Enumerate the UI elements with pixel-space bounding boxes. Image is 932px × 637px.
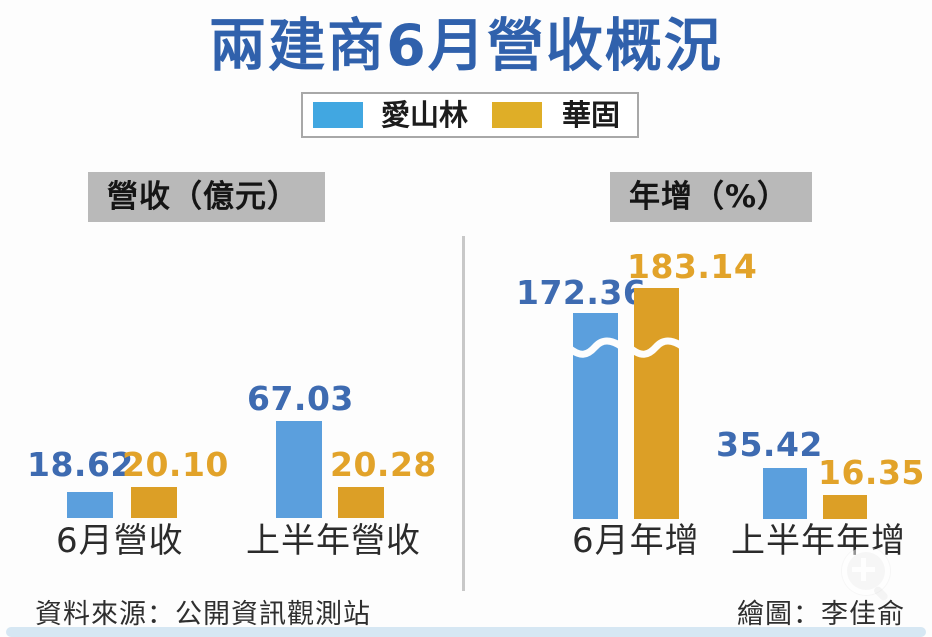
value-label-h1-yoy-aishanlin: 35.42 (716, 425, 823, 464)
bar-h1-revenue-huaku (338, 487, 384, 518)
legend: 愛山林 華固 (301, 92, 639, 138)
legend-swatch-aishanlin (313, 102, 363, 128)
category-label-june-yoy: 6月年增 (572, 521, 700, 561)
page-title: 兩建商6月營收概況 (209, 13, 723, 79)
axis-break-wave-icon (571, 337, 620, 358)
bar-june-revenue-aishanlin (67, 492, 113, 518)
value-label-june-yoy-huaku: 183.14 (627, 247, 758, 286)
bar-june-yoy-huaku (634, 288, 679, 519)
bar-h1-yoy-huaku (823, 495, 867, 519)
bar-june-revenue-huaku (131, 487, 177, 518)
bar-h1-yoy-aishanlin (763, 468, 807, 519)
magnifier-watermark-icon (840, 547, 896, 603)
value-label-h1-yoy-huaku: 16.35 (818, 453, 925, 492)
axis-break-wave-icon (632, 337, 681, 358)
section-divider (462, 236, 465, 591)
value-label-june-revenue-aishanlin: 18.62 (27, 445, 134, 484)
legend-swatch-huaku (492, 102, 543, 128)
value-label-h1-revenue-huaku: 20.28 (330, 445, 437, 484)
legend-label-aishanlin: 愛山林 (381, 97, 469, 132)
value-label-june-revenue-huaku: 20.10 (122, 445, 229, 484)
category-label-june-revenue: 6月營收 (56, 521, 184, 561)
section-header-yoy-growth: 年增（%） (610, 172, 812, 222)
legend-label-huaku: 華固 (562, 97, 621, 132)
illustrator-credit: 繪圖：李佳俞 (737, 599, 905, 630)
section-header-revenue: 營收（億元） (88, 172, 325, 222)
value-label-june-yoy-aishanlin: 172.36 (516, 273, 647, 312)
bottom-edge-strip (6, 627, 926, 637)
category-label-h1-revenue: 上半年營收 (246, 521, 421, 561)
bar-h1-revenue-aishanlin (276, 421, 322, 518)
value-label-h1-revenue-aishanlin: 67.03 (247, 379, 354, 418)
data-source-note: 資料來源：公開資訊觀測站 (35, 599, 371, 630)
